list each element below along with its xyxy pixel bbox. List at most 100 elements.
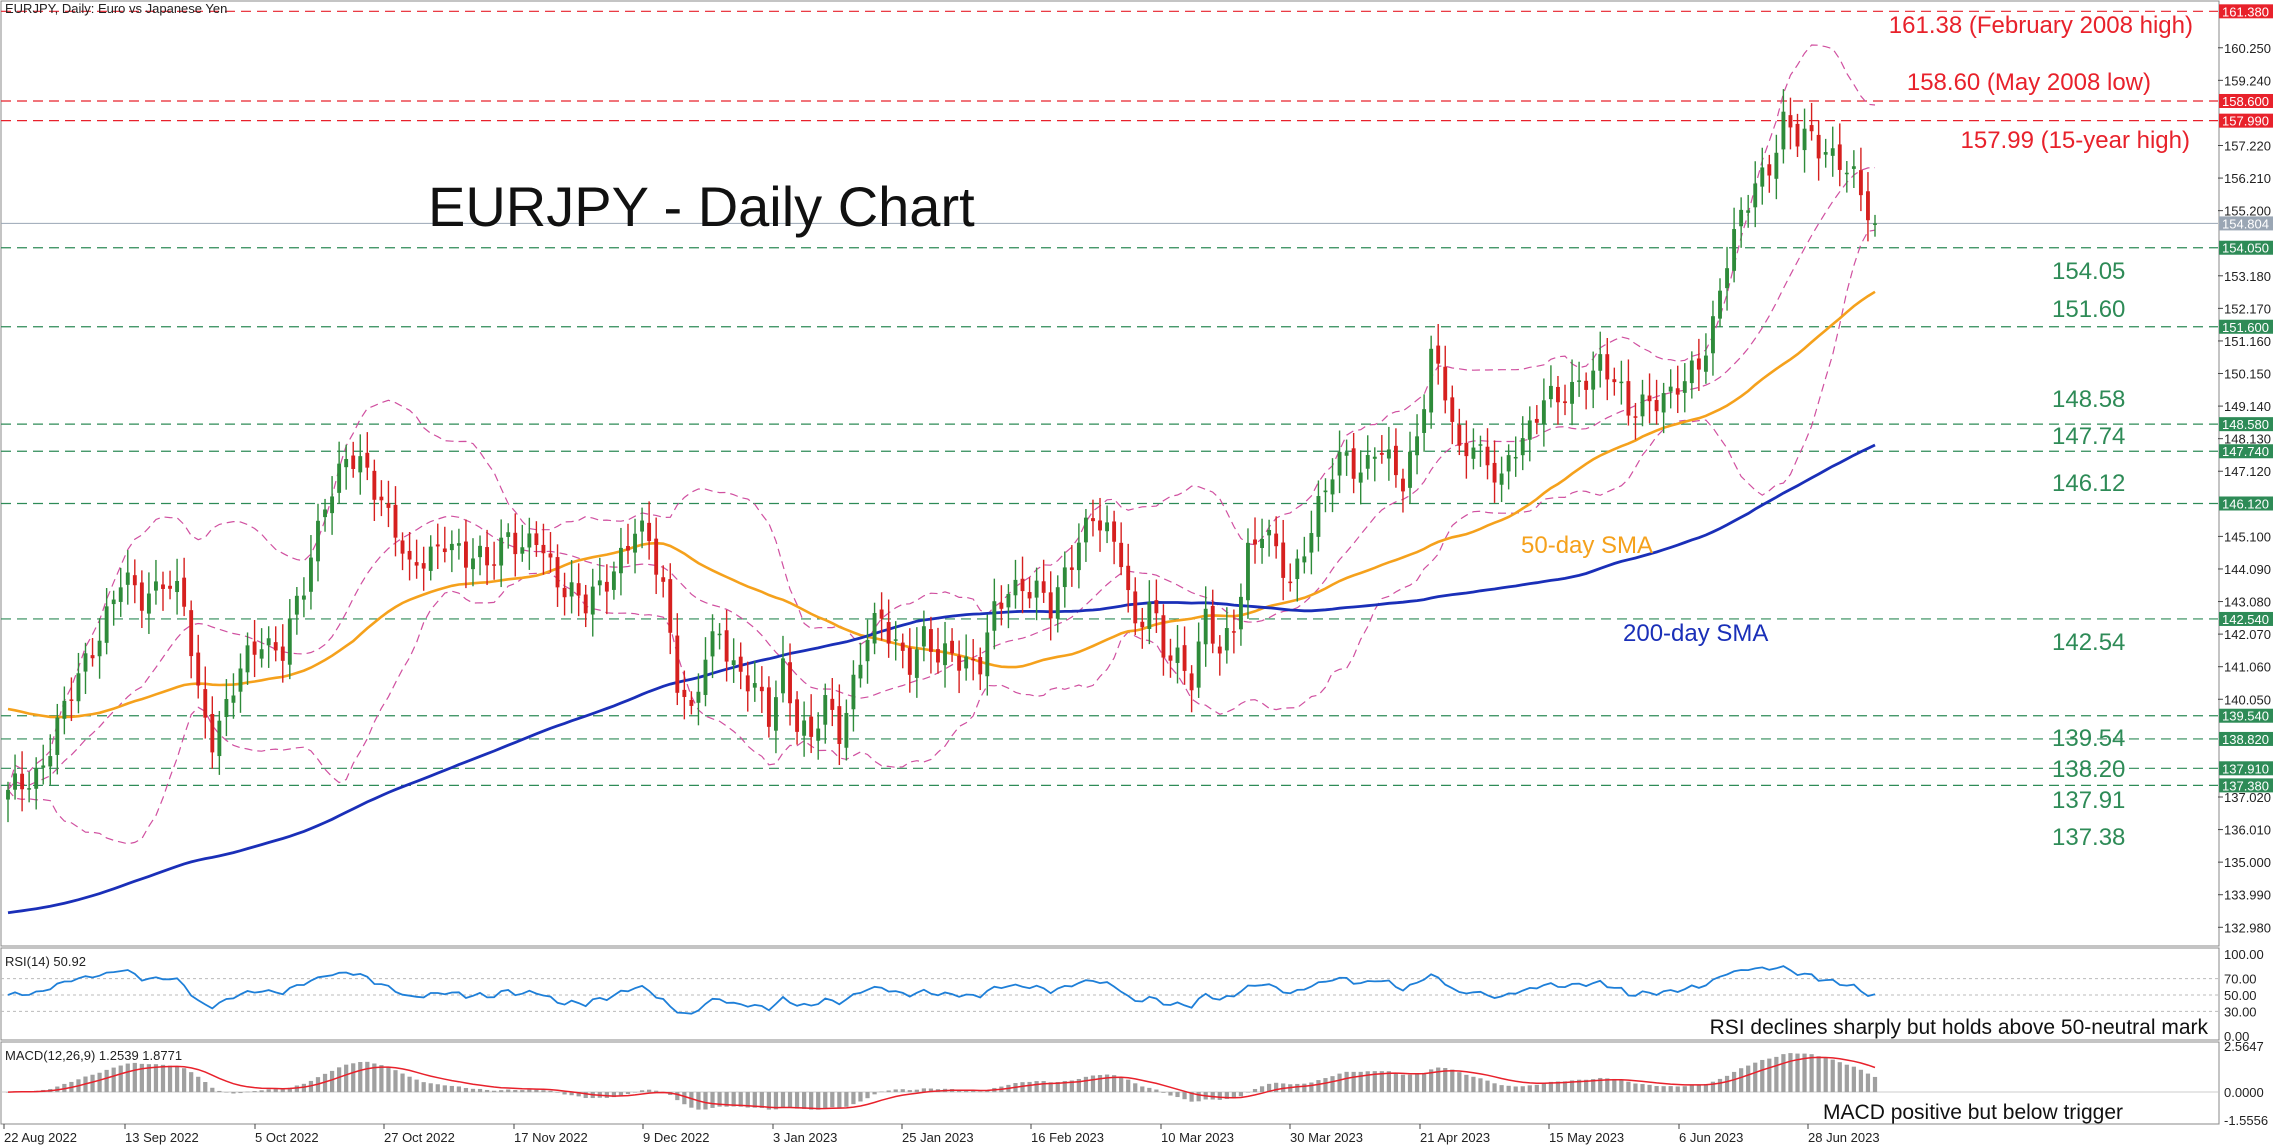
candle-body xyxy=(1091,518,1095,522)
candle-body xyxy=(118,587,123,602)
candle-body xyxy=(1231,631,1236,633)
macd-bar xyxy=(90,1074,95,1093)
candle-body xyxy=(696,691,701,703)
candle-body xyxy=(196,652,201,686)
level-tag-6 xyxy=(2219,444,2273,459)
candle-body xyxy=(1069,567,1074,570)
macd-bar xyxy=(97,1072,102,1093)
macd-bar xyxy=(1774,1056,1779,1093)
macd-bar xyxy=(1351,1071,1356,1093)
macd-bar xyxy=(1337,1073,1342,1093)
candle-body xyxy=(1013,579,1018,596)
macd-bar xyxy=(1710,1081,1716,1093)
macd-bar xyxy=(886,1090,891,1093)
macd-bar xyxy=(1168,1092,1173,1096)
candle-body xyxy=(1253,539,1257,545)
x-tick-label: 9 Dec 2022 xyxy=(643,1130,710,1145)
macd-bar xyxy=(1591,1079,1596,1093)
macd-bar xyxy=(1182,1092,1187,1100)
macd-bar xyxy=(1816,1056,1821,1093)
candle-body xyxy=(287,618,292,665)
macd-bar xyxy=(245,1091,250,1093)
macd-bar xyxy=(365,1061,370,1093)
candle-body xyxy=(414,562,419,566)
candle-body xyxy=(583,594,588,614)
macd-bar xyxy=(1386,1071,1391,1093)
candle-body xyxy=(492,564,497,566)
macd-bar xyxy=(139,1063,144,1093)
macd-bar xyxy=(1302,1083,1307,1093)
candle-body xyxy=(1478,444,1483,446)
macd-bar xyxy=(1450,1069,1455,1093)
macd-bar xyxy=(541,1090,546,1093)
candle-body xyxy=(154,581,158,591)
level-label-2: 157.99 (15-year high) xyxy=(1961,127,2190,154)
macd-bar xyxy=(1499,1085,1504,1093)
candle-body xyxy=(1506,455,1511,472)
macd-bar xyxy=(238,1092,243,1094)
candle-body xyxy=(210,714,215,753)
macd-bar xyxy=(625,1092,631,1095)
candle-body xyxy=(647,522,652,542)
candle-body xyxy=(1083,517,1088,543)
macd-bar xyxy=(1429,1069,1434,1093)
candle-body xyxy=(1365,455,1370,469)
macd-bar xyxy=(329,1070,335,1093)
candle-body xyxy=(1415,436,1419,456)
candle-body xyxy=(273,642,278,651)
candle-body xyxy=(858,664,863,679)
candle-body xyxy=(1873,223,1877,225)
macd-bar xyxy=(731,1092,736,1107)
candle-body xyxy=(1781,111,1786,150)
macd-bar xyxy=(1076,1078,1081,1093)
macd-bar xyxy=(675,1092,680,1101)
candle-body xyxy=(1246,542,1250,601)
macd-tick-label: 0.0000 xyxy=(2224,1085,2264,1100)
sma200-line xyxy=(7,443,1876,915)
macd-bar xyxy=(1400,1074,1406,1093)
candle-body xyxy=(1492,462,1497,483)
macd-bar xyxy=(816,1092,821,1110)
candle-body xyxy=(132,575,137,586)
rsi-note: RSI declines sharply but holds above 50-… xyxy=(1710,1016,2209,1039)
candle-body xyxy=(1760,167,1765,187)
macd-bar xyxy=(971,1090,976,1093)
candle-body xyxy=(731,660,736,666)
macd-bar xyxy=(1041,1081,1046,1093)
macd-bar xyxy=(1753,1062,1758,1093)
macd-bar xyxy=(252,1091,257,1093)
candle-body xyxy=(1196,641,1201,688)
macd-bar xyxy=(1548,1081,1554,1093)
candle-body xyxy=(182,577,187,607)
candle-body xyxy=(668,579,673,633)
candle-body xyxy=(358,456,363,473)
candle-body xyxy=(1006,594,1011,608)
macd-bar xyxy=(407,1076,412,1093)
candle-body xyxy=(893,639,898,641)
candle-body xyxy=(1062,567,1067,588)
macd-bar xyxy=(1626,1081,1631,1093)
candle-body xyxy=(217,720,222,757)
level-label-5: 148.58 xyxy=(2052,386,2125,413)
candle-body xyxy=(759,686,764,692)
candle-body xyxy=(619,547,623,574)
candle-body xyxy=(337,463,342,493)
macd-bar xyxy=(1161,1092,1166,1093)
candle-body xyxy=(1429,348,1434,413)
candle-body xyxy=(1443,366,1448,401)
candle-body xyxy=(1739,209,1744,227)
level-tag-text-3: 154.050 xyxy=(2222,241,2269,256)
macd-bar xyxy=(900,1089,905,1093)
rsi-panel-frame xyxy=(0,947,2220,1041)
candle-body xyxy=(280,646,285,661)
macd-bar xyxy=(738,1092,743,1107)
macd-bar xyxy=(759,1092,764,1108)
macd-bar xyxy=(766,1092,772,1110)
macd-bar xyxy=(393,1070,398,1093)
x-tick-label: 27 Oct 2022 xyxy=(384,1130,455,1145)
candle-body xyxy=(851,674,856,710)
level-tag-text-10: 138.820 xyxy=(2222,732,2269,747)
macd-bar xyxy=(907,1090,912,1093)
candle-body xyxy=(865,639,870,662)
macd-bar xyxy=(337,1067,342,1093)
